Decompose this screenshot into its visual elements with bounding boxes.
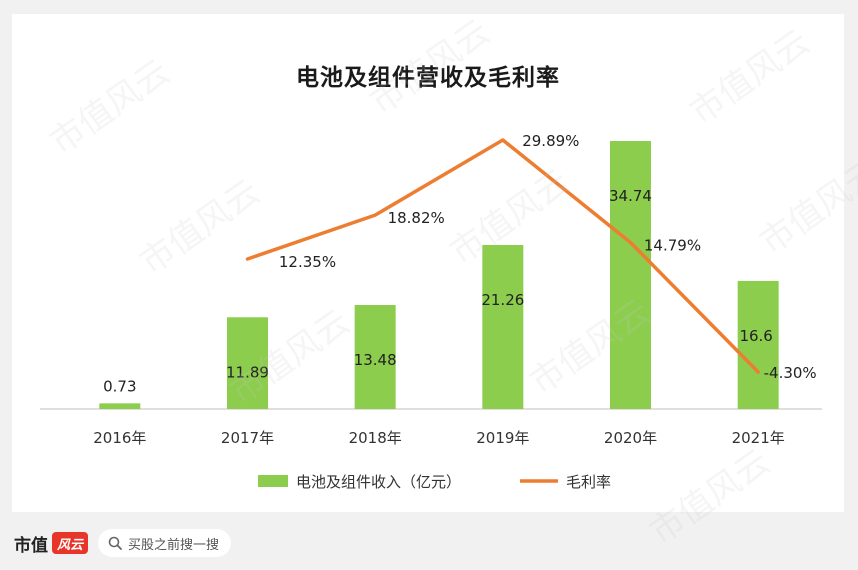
search-icon [108,536,122,550]
bar-label: 21.26 [481,291,524,309]
line-label: 14.79% [644,236,701,254]
search-bar[interactable]: 买股之前搜一搜 [98,529,232,557]
line-label: -4.30% [764,364,817,382]
bar-2021年 [737,280,779,409]
bar-2017年 [227,317,268,409]
chart-plot: 0.73 2016年 11.89 2017年 13.48 2018年 21.26 2019年 3… [40,132,822,491]
brand[interactable]: 市值 风云 [14,531,89,556]
chart-card: 电池及组件营收及毛利率 0.73 2016年 11.89 2017年 13.48 2018… [12,14,844,512]
bar-2016年 [99,403,141,409]
x-tick-label: 2019年 [476,429,529,447]
x-tick-label: 2018年 [349,429,402,447]
x-tick-label: 2017年 [221,429,274,447]
bar-2020年 [610,141,651,409]
bar-label: 34.74 [609,187,652,205]
legend-label-line: 毛利率 [566,473,611,491]
legend-swatch-bar [258,475,288,487]
x-tick-label: 2021年 [732,429,785,447]
chart-title: 电池及组件营收及毛利率 [296,65,560,91]
search-placeholder: 买股之前搜一搜 [128,537,220,553]
bar-label: 16.6 [739,327,772,345]
line-label: 12.35% [279,253,336,271]
x-tick-label: 2020年 [604,429,657,447]
bar-label: 13.48 [354,351,397,369]
bar-label: 0.73 [103,377,136,395]
x-tick-label: 2016年 [93,429,146,447]
bar-label: 11.89 [226,363,269,381]
footer: 市值 风云 买股之前搜一搜 [14,528,232,558]
brand-logo: 风云 [52,532,89,554]
line-label: 29.89% [522,132,579,150]
line-label: 18.82% [388,209,445,227]
bar-2019年 [482,244,524,409]
bar-2018年 [354,305,396,409]
brand-name: 市值 [14,535,48,556]
legend-label-bar: 电池及组件收入（亿元） [296,473,461,491]
